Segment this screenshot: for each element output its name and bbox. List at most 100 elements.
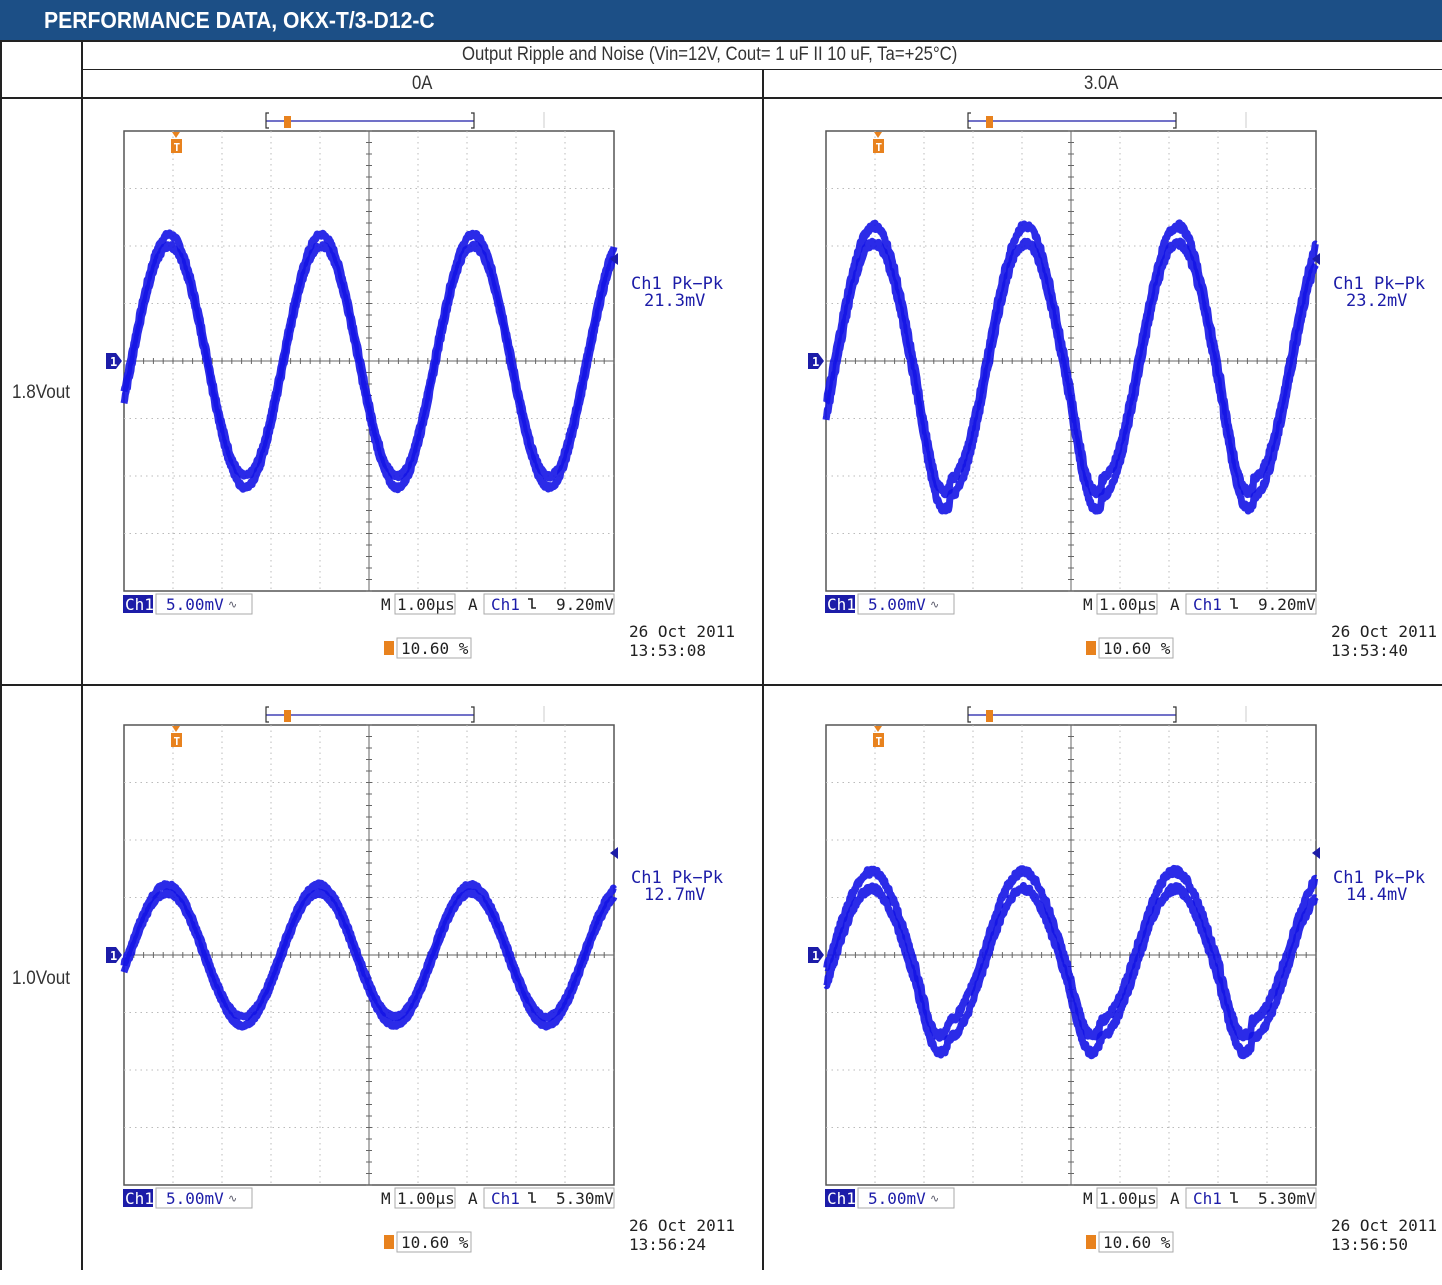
measurement-label: Ch1 Pk−Pk <box>631 868 723 888</box>
timebase-value: 1.00µs <box>1099 1189 1157 1208</box>
channel-badge <box>825 1189 855 1207</box>
trigger-position-value: 10.60 % <box>1103 1233 1171 1252</box>
table-header: Output Ripple and Noise (Vin=12V, Cout= … <box>462 44 958 65</box>
graticule <box>123 130 615 592</box>
trigger-t-glyph: T <box>876 735 883 748</box>
falling-edge-icon <box>1230 1192 1238 1203</box>
scope-status-bar: Ch1 5.00mV ∿ M 1.00µs A Ch1 9.20mV <box>825 593 1317 615</box>
scope-panel-1-8vout-0a: T 1 Ch1 Pk−Pk 21.3mV Ch1 5.00mV ∿ M 1.00µs A Ch1 9.… <box>104 106 784 691</box>
waveform-trace <box>120 229 618 494</box>
measurement-label: Ch1 Pk−Pk <box>631 274 723 294</box>
scope-status-bar: Ch1 5.00mV ∿ M 1.00µs A Ch1 9.20mV <box>123 593 615 615</box>
trigger-t-icon <box>873 733 884 747</box>
trigger-position-readout: 10.60 % <box>1086 1231 1174 1253</box>
timebase-value: 1.00µs <box>1099 595 1157 614</box>
trigger-bar-left-bracket <box>265 706 269 723</box>
channel-ground-marker: 1 <box>808 947 824 963</box>
row-label-1-0vout: 1.0Vout <box>12 968 71 989</box>
trigger-bar-marker-icon <box>986 116 993 128</box>
trigger-settings-box <box>1185 593 1317 615</box>
trigger-bar-left-bracket <box>967 706 971 723</box>
trigger-position-value: 10.60 % <box>1103 639 1171 658</box>
waveform-band <box>822 237 1319 515</box>
trigger-position-icon <box>1086 1235 1096 1249</box>
trigger-mode-prefix: A <box>468 595 478 614</box>
timebase-box <box>394 1187 456 1209</box>
channel-1-ground-glyph: 1 <box>812 355 819 369</box>
row-divider <box>0 684 1442 686</box>
banner-title: PERFORMANCE DATA, OKX-T/3-D12-C <box>44 7 435 33</box>
graticule <box>825 130 1317 592</box>
measurement-value: 23.2mV <box>1346 291 1407 311</box>
trigger-bar-left-bracket <box>967 112 971 129</box>
trigger-bar-right-bracket <box>1173 706 1177 723</box>
trace-end-marker-icon <box>610 847 618 859</box>
trigger-mode-prefix: A <box>468 1189 478 1208</box>
column-header-0a: 0A <box>412 73 433 94</box>
channel-ground-marker: 1 <box>106 947 122 963</box>
trigger-arrow-icon <box>172 132 180 138</box>
waveform-band <box>120 888 618 1031</box>
trigger-source: Ch1 <box>1193 1189 1222 1208</box>
trigger-bar-marker-icon <box>284 116 291 128</box>
trigger-settings-box <box>1185 1187 1317 1209</box>
bandwidth-limit-icon: ∿ <box>228 598 237 611</box>
falling-edge-icon <box>1230 598 1238 609</box>
timebase-prefix: M <box>1083 1189 1093 1208</box>
trigger-t-glyph: T <box>876 141 883 154</box>
trigger-position-readout: 10.60 % <box>1086 637 1174 659</box>
label-column-divider <box>81 40 83 1270</box>
graticule <box>825 724 1317 1186</box>
trigger-position-box <box>396 1231 472 1253</box>
column-header-3a: 3.0A <box>1084 73 1119 94</box>
vertical-scale-value: 5.00mV <box>868 595 926 614</box>
measurement-label: Ch1 Pk−Pk <box>1333 274 1425 294</box>
channel-ground-marker: 1 <box>106 353 122 369</box>
falling-edge-icon <box>528 598 536 609</box>
timebase-box <box>1096 593 1158 615</box>
trigger-t-icon <box>873 139 884 153</box>
vertical-scale-value: 5.00mV <box>166 1189 224 1208</box>
trigger-arrow-icon <box>172 726 180 732</box>
trigger-source: Ch1 <box>491 595 520 614</box>
timestamp-time: 13:53:40 <box>1331 641 1408 660</box>
bandwidth-limit-icon: ∿ <box>228 1192 237 1205</box>
channel-1-ground-icon <box>808 353 824 369</box>
timebase-value: 1.00µs <box>397 1189 455 1208</box>
channel-badge-label: Ch1 <box>827 595 856 614</box>
trigger-time-marker: T <box>873 726 884 748</box>
channel-1-ground-glyph: 1 <box>110 355 117 369</box>
measurement-value: 21.3mV <box>644 291 705 311</box>
trigger-time-marker: T <box>171 726 182 748</box>
trace-end-marker-icon <box>1312 253 1320 265</box>
title-banner: PERFORMANCE DATA, OKX-T/3-D12-C <box>0 0 1442 40</box>
bandwidth-limit-icon: ∿ <box>930 1192 939 1205</box>
trigger-arrow-icon <box>874 132 882 138</box>
scope-panel-1-8vout-3a: T 1 Ch1 Pk−Pk 23.2mV Ch1 5.00mV ∿ M 1.00µs A Ch1 9.… <box>806 106 1442 691</box>
waveform-band <box>823 864 1319 1042</box>
vertical-scale-value: 5.00mV <box>868 1189 926 1208</box>
channel-1-ground-icon <box>106 947 122 963</box>
vertical-scale-box <box>857 1187 955 1209</box>
table-top-border <box>0 40 1442 42</box>
scope-status-bar: Ch1 5.00mV ∿ M 1.00µs A Ch1 5.30mV <box>123 1187 615 1209</box>
waveform-trace <box>822 219 1319 515</box>
trigger-arrow-icon <box>874 726 882 732</box>
timebase-box <box>394 593 456 615</box>
channel-1-ground-icon <box>106 353 122 369</box>
trigger-position-bar <box>967 706 1247 723</box>
timestamp-time: 13:53:08 <box>629 641 706 660</box>
scope-panel-1-0vout-0a: T 1 Ch1 Pk−Pk 12.7mV Ch1 5.00mV ∿ M 1.00µs A Ch1 5.… <box>104 700 784 1285</box>
timebase-prefix: M <box>1083 595 1093 614</box>
timebase-value: 1.00µs <box>397 595 455 614</box>
measurement-value: 12.7mV <box>644 885 705 905</box>
trigger-bar-left-bracket <box>265 112 269 129</box>
channel-badge-label: Ch1 <box>827 1189 856 1208</box>
scope-panel-1-0vout-3a: T 1 Ch1 Pk−Pk 14.4mV Ch1 5.00mV ∿ M 1.00µs A Ch1 5.… <box>806 700 1442 1285</box>
channel-ground-marker: 1 <box>808 353 824 369</box>
